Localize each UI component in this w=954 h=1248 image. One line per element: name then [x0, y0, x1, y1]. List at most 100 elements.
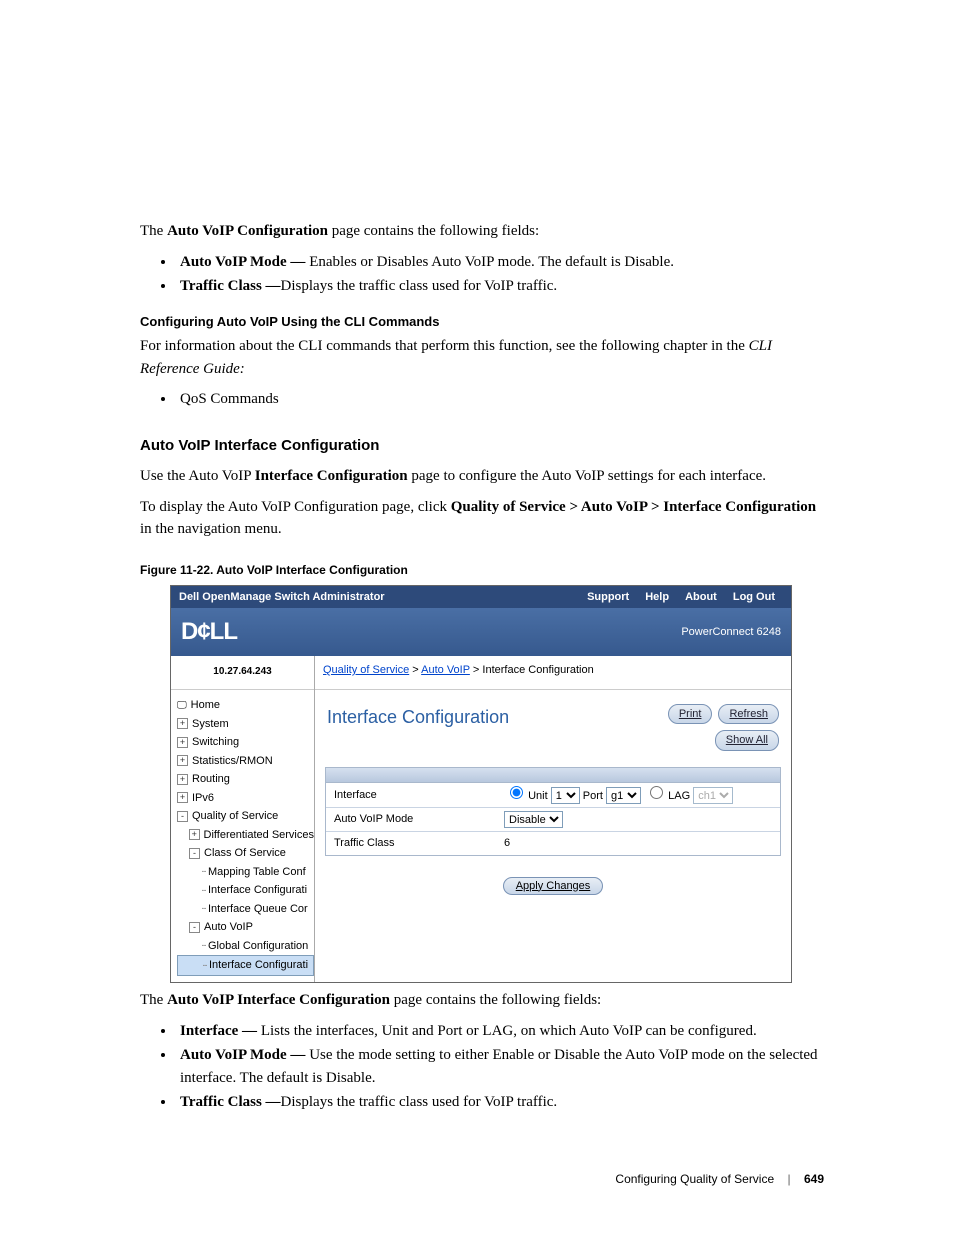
main-header: Interface Configuration Print Refresh Sh… — [315, 690, 791, 757]
tree-node[interactable]: ···Global Configuration — [177, 937, 314, 956]
tree-label: Differentiated Services — [204, 827, 314, 844]
crumb-current: Interface Configuration — [482, 664, 593, 676]
mode-row: Auto VoIP Mode Disable — [326, 808, 780, 832]
main-pane: Quality of Service > Auto VoIP > Interfa… — [315, 656, 791, 982]
home-icon: 🖵 — [177, 698, 187, 713]
expand-icon[interactable]: + — [177, 755, 188, 766]
text-bold: Auto VoIP Interface Configuration — [167, 992, 390, 1008]
app-title: Dell OpenManage Switch Administrator — [179, 589, 579, 606]
tree-label: Interface Configurati — [208, 882, 307, 899]
unit-label: Unit — [528, 790, 548, 802]
text-bold: Interface Configuration — [255, 468, 408, 484]
cli-paragraph: For information about the CLI commands t… — [140, 335, 824, 380]
text-bold: Interface — — [180, 1023, 261, 1039]
leaf-icon: ··· — [201, 938, 205, 953]
row-label: Traffic Class — [334, 835, 504, 852]
interface-row: Interface Unit 1 Port g1 LAG ch1 — [326, 783, 780, 809]
tree-node[interactable]: ···Mapping Table Conf — [177, 863, 314, 882]
footer-text: Configuring Quality of Service — [615, 1172, 774, 1186]
port-select[interactable]: g1 — [606, 787, 641, 804]
crumb-link[interactable]: Auto VoIP — [421, 664, 470, 676]
intro-paragraph: The Auto VoIP Configuration page contain… — [140, 220, 824, 243]
tree-node[interactable]: + System — [177, 715, 314, 734]
support-link[interactable]: Support — [587, 589, 629, 606]
text: Enables or Disables Auto VoIP mode. The … — [309, 254, 674, 270]
text: The — [140, 223, 167, 239]
panel-header — [326, 768, 780, 783]
tc-value: 6 — [504, 835, 510, 852]
tree-label: Home — [191, 697, 220, 714]
tree-node[interactable]: +Switching — [177, 733, 314, 752]
tree-node[interactable]: +Routing — [177, 770, 314, 789]
tree-label: Quality of Service — [192, 808, 278, 825]
tree-label: Interface Queue Cor — [208, 901, 308, 918]
tree-node[interactable]: +IPv6 — [177, 789, 314, 808]
crumb-link[interactable]: Quality of Service — [323, 664, 409, 676]
after-paragraph: The Auto VoIP Interface Configuration pa… — [140, 989, 824, 1012]
intro-bullets: Auto VoIP Mode — Enables or Disables Aut… — [140, 251, 824, 298]
showall-button[interactable]: Show All — [715, 730, 779, 751]
text: Displays the traffic class used for VoIP… — [281, 278, 558, 294]
tree-node[interactable]: ···Interface Configurati — [177, 881, 314, 900]
expand-icon[interactable]: + — [177, 718, 188, 729]
lag-radio[interactable] — [650, 786, 663, 799]
ip-address: 10.27.64.243 — [171, 656, 314, 690]
text: in the navigation menu. — [140, 521, 282, 537]
model-label: PowerConnect 6248 — [681, 624, 781, 641]
tree-node[interactable]: ···Interface Configurati — [177, 955, 314, 976]
tree-node[interactable]: + Statistics/RMON — [177, 752, 314, 771]
tree-label: Auto VoIP — [204, 919, 253, 936]
tree-label: Class Of Service — [204, 845, 286, 862]
tree-label: System — [192, 716, 229, 733]
tree-node[interactable]: -Quality of Service — [177, 807, 314, 826]
document-page: The Auto VoIP Configuration page contain… — [0, 0, 954, 1248]
tree-node[interactable]: -Auto VoIP — [177, 918, 314, 937]
tree-label: Interface Configurati — [209, 957, 308, 974]
text: The — [140, 992, 167, 1008]
row-label: Interface — [334, 787, 504, 804]
mode-select[interactable]: Disable — [504, 811, 563, 828]
unit-select[interactable]: 1 — [551, 787, 580, 804]
logout-link[interactable]: Log Out — [733, 589, 775, 606]
help-link[interactable]: Help — [645, 589, 669, 606]
expand-icon[interactable]: + — [177, 737, 188, 748]
collapse-icon[interactable]: - — [189, 848, 200, 859]
text: To display the Auto VoIP Configuration p… — [140, 499, 451, 515]
print-button[interactable]: Print — [668, 704, 713, 725]
lag-label: LAG — [668, 790, 690, 802]
tree-label: Mapping Table Conf — [208, 864, 306, 881]
lag-select: ch1 — [693, 787, 733, 804]
collapse-icon[interactable]: - — [177, 811, 188, 822]
tree-node[interactable]: + Differentiated Services — [177, 826, 314, 845]
text: For information about the CLI commands t… — [140, 338, 749, 354]
cli-heading: Configuring Auto VoIP Using the CLI Comm… — [140, 312, 824, 332]
page-footer: Configuring Quality of Service | 649 — [140, 1170, 824, 1188]
nav-pane: 10.27.64.243 🖵Home+System+Switching+Stat… — [171, 656, 315, 982]
tree-node[interactable]: ···Interface Queue Cor — [177, 900, 314, 919]
tree-node[interactable]: 🖵 Home — [177, 696, 314, 715]
text-bold: Auto VoIP Configuration — [167, 223, 328, 239]
expand-icon[interactable]: + — [177, 774, 188, 785]
unit-radio[interactable] — [510, 786, 523, 799]
port-label: Port — [583, 790, 603, 802]
text: Lists the interfaces, Unit and Port or L… — [261, 1023, 757, 1039]
list-item: Traffic Class —Displays the traffic clas… — [176, 1091, 824, 1114]
apply-button[interactable]: Apply Changes — [503, 877, 604, 895]
screenshot: Dell OpenManage Switch Administrator Sup… — [170, 585, 792, 984]
tree-label: Statistics/RMON — [192, 753, 273, 770]
leaf-icon: ··· — [201, 901, 205, 916]
section-heading: Auto VoIP Interface Configuration — [140, 435, 824, 458]
page-number: 649 — [804, 1172, 824, 1186]
text-bold: Quality of Service > Auto VoIP > Interfa… — [451, 499, 816, 515]
tree-node[interactable]: -Class Of Service — [177, 844, 314, 863]
text: page contains the following fields: — [390, 992, 601, 1008]
topbar: Dell OpenManage Switch Administrator Sup… — [171, 586, 791, 609]
refresh-button[interactable]: Refresh — [718, 704, 779, 725]
expand-icon[interactable]: + — [189, 829, 200, 840]
dell-logo: D¢LL — [181, 614, 237, 650]
expand-icon[interactable]: + — [177, 792, 188, 803]
list-item: QoS Commands — [176, 388, 824, 411]
after-bullets: Interface — Lists the interfaces, Unit a… — [140, 1020, 824, 1114]
collapse-icon[interactable]: - — [189, 922, 200, 933]
about-link[interactable]: About — [685, 589, 717, 606]
